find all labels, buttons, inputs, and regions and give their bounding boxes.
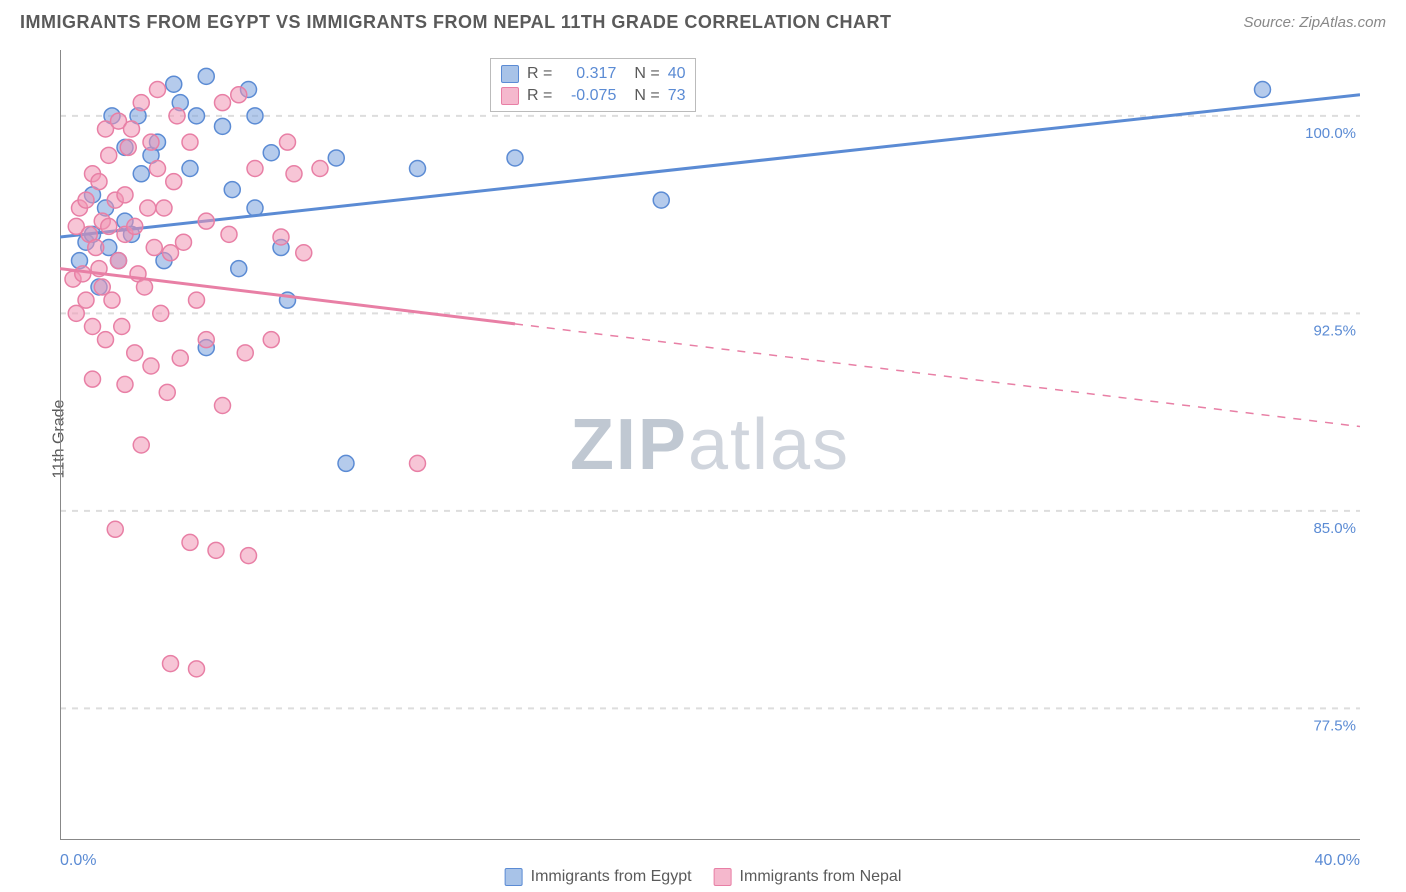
legend-label-series1: Immigrants from Egypt [531, 868, 692, 886]
chart-title: IMMIGRANTS FROM EGYPT VS IMMIGRANTS FROM… [20, 12, 892, 33]
legend-label-series2: Immigrants from Nepal [740, 868, 902, 886]
stats-r-value: 0.317 [560, 65, 616, 83]
stats-r-label: R = [527, 87, 552, 105]
stats-n-label: N = [634, 65, 659, 83]
stats-swatch [501, 87, 519, 105]
chart-container: 11th Grade 77.5%85.0%92.5%100.0% ZIPatla… [60, 50, 1360, 840]
stats-n-value: 73 [668, 87, 686, 105]
stats-row: R = 0.317 N = 40 [501, 63, 685, 85]
stats-r-label: R = [527, 65, 552, 83]
chart-header: IMMIGRANTS FROM EGYPT VS IMMIGRANTS FROM… [0, 0, 1406, 41]
legend-item-series1: Immigrants from Egypt [505, 868, 692, 886]
legend-swatch-series2 [714, 868, 732, 886]
legend-swatch-series1 [505, 868, 523, 886]
svg-text:100.0%: 100.0% [1305, 125, 1356, 142]
svg-text:85.0%: 85.0% [1313, 520, 1356, 537]
x-max-label: 40.0% [1315, 852, 1360, 870]
chart-source: Source: ZipAtlas.com [1243, 14, 1386, 31]
stats-n-label: N = [634, 87, 659, 105]
svg-text:77.5%: 77.5% [1313, 717, 1356, 734]
svg-text:92.5%: 92.5% [1313, 322, 1356, 339]
stats-row: R = -0.075 N = 73 [501, 85, 685, 107]
stats-swatch [501, 65, 519, 83]
plot-svg: 77.5% 85.0% 92.5% 100.0% [60, 50, 1360, 840]
stats-r-value: -0.075 [560, 87, 616, 105]
x-min-label: 0.0% [60, 852, 96, 870]
stats-n-value: 40 [668, 65, 686, 83]
legend-item-series2: Immigrants from Nepal [714, 868, 902, 886]
stats-legend-box: R = 0.317 N = 40 R = -0.075 N = 73 [490, 58, 696, 112]
bottom-legend: Immigrants from Egypt Immigrants from Ne… [505, 868, 902, 886]
